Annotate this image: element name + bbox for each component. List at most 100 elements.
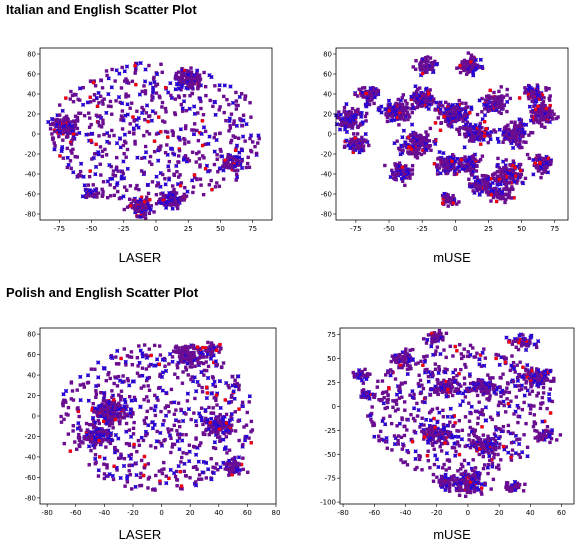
purple-marker [530,114,534,118]
purple-marker [53,129,57,134]
purple-marker [78,169,83,174]
purple-marker [96,120,101,124]
purple-marker [371,86,375,90]
purple-marker [249,419,254,424]
purple-marker [138,200,143,204]
purple-marker [360,135,364,140]
purple-marker [79,428,83,432]
purple-marker [349,124,353,128]
purple-marker [466,112,470,116]
blue-marker [85,373,91,378]
heading-italian-english: Italian and English Scatter Plot [6,2,197,17]
blue-marker [82,183,87,188]
purple-marker [455,202,459,206]
red-marker [432,162,437,166]
purple-marker [184,194,189,198]
red-marker [88,169,92,173]
purple-marker [480,134,484,138]
blue-marker [104,110,109,115]
purple-marker [462,58,467,63]
red-marker [132,442,136,447]
x-tick-label: 25 [184,225,193,233]
purple-marker [518,121,522,125]
y-tick-label: 0 [32,131,36,139]
purple-marker [508,129,512,133]
purple-marker [538,110,542,114]
blue-marker [96,150,101,155]
purple-marker [156,182,161,186]
blue-marker [190,178,195,183]
purple-marker [541,109,545,114]
purple-marker [66,432,71,436]
purple-marker [87,111,91,115]
y-tick-label: 0 [328,131,332,139]
purple-marker [394,177,398,182]
purple-marker [110,128,114,133]
purple-marker [71,137,75,141]
purple-marker [424,99,428,104]
red-marker [91,80,96,85]
purple-marker [100,99,105,103]
red-marker [95,104,100,108]
purple-marker [411,151,415,156]
purple-marker [52,122,56,127]
purple-marker [473,185,477,189]
purple-marker [145,195,149,199]
purple-marker [424,144,429,148]
blue-marker [46,119,51,125]
purple-marker [143,144,148,149]
purple-marker [473,157,477,161]
purple-marker [190,91,195,96]
purple-marker [343,144,347,148]
blue-marker [465,158,471,163]
blue-marker [397,164,402,169]
purple-marker [124,77,128,81]
purple-marker [190,80,194,84]
blue-marker [403,140,408,145]
purple-marker [408,133,413,138]
purple-marker [118,100,122,105]
purple-marker [436,157,440,161]
purple-marker [115,384,120,388]
purple-marker [163,195,168,199]
purple-marker [124,95,128,99]
purple-marker [540,101,544,106]
blue-marker [438,171,443,176]
purple-marker [248,136,252,141]
blue-marker [150,85,156,90]
purple-marker [543,125,547,130]
red-marker [98,455,102,459]
purple-marker [78,444,82,449]
purple-marker [335,115,340,120]
purple-marker [233,410,238,414]
purple-marker [232,122,236,126]
purple-marker [88,116,92,120]
purple-marker [234,103,239,107]
blue-marker [125,102,130,107]
purple-marker [510,175,515,180]
purple-marker [132,395,137,400]
purple-marker [65,132,70,136]
red-marker [518,168,523,173]
purple-marker [500,170,505,175]
red-marker [192,173,197,177]
red-marker [142,200,147,204]
blue-marker [76,421,81,426]
blue-marker [59,149,64,154]
purple-marker [363,114,368,119]
blue-marker [232,163,237,168]
purple-marker [370,93,374,98]
purple-marker [173,111,177,115]
blue-marker [477,180,482,185]
blue-marker [163,413,169,418]
purple-marker [159,192,163,196]
blue-marker [96,360,101,365]
purple-marker [546,111,551,116]
blue-marker [60,108,65,113]
purple-marker [87,463,91,467]
blue-marker [70,128,75,133]
purple-marker [515,125,520,130]
blue-marker [217,83,222,88]
purple-marker [426,94,430,99]
